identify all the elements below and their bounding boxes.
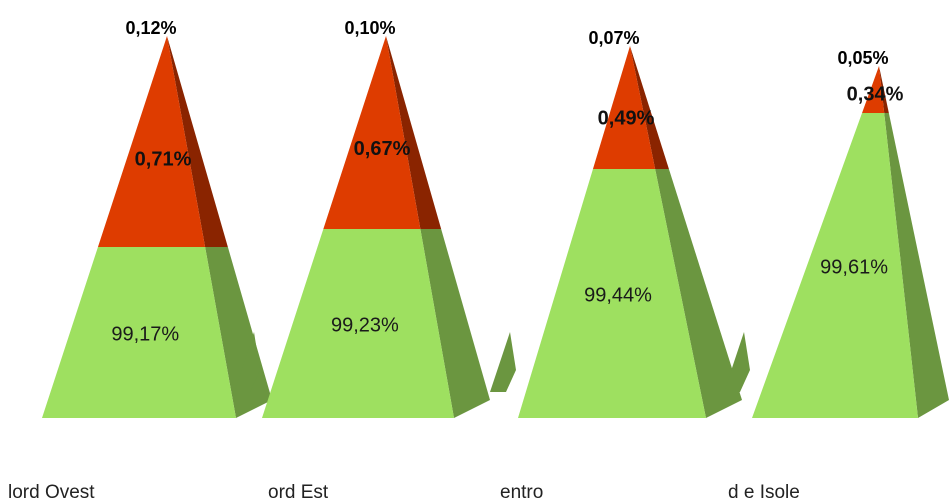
pyramid-1: 99,17% 0,71% 0,12%	[42, 18, 272, 418]
red-side-face	[879, 66, 889, 113]
green-value-label: 99,17%	[111, 324, 179, 346]
red-value-label: 0,49%	[598, 107, 655, 129]
green-segment	[262, 229, 454, 418]
green-value-label: 99,23%	[331, 315, 399, 337]
green-side-face	[420, 229, 490, 418]
shadow-notch	[724, 332, 750, 392]
pyramid-2: 99,23% 0,67% 0,10%	[234, 18, 490, 418]
pyramids-group: 99,17% 0,71% 0,12% 99,23% 0,67% 0,10% 99,44% 0,…	[42, 18, 949, 418]
category-label: ord Est	[268, 482, 329, 502]
top-value-label: 0,10%	[344, 18, 395, 38]
green-segment	[42, 247, 236, 418]
pyramid-4: 99,61% 0,34% 0,05%	[724, 48, 949, 418]
red-side-face	[386, 36, 442, 229]
green-value-label: 99,44%	[584, 285, 652, 307]
green-segment	[752, 113, 918, 418]
green-value-label: 99,61%	[820, 257, 888, 279]
red-side-face	[167, 36, 228, 247]
top-value-label: 0,05%	[837, 48, 888, 68]
category-label: lord Ovest	[8, 482, 95, 502]
top-value-label: 0,12%	[125, 18, 176, 38]
pyramid-3: 99,44% 0,49% 0,07%	[490, 28, 742, 418]
category-label: entro	[500, 482, 543, 502]
red-segment	[592, 46, 656, 169]
category-label: d e Isole	[728, 482, 800, 502]
green-side-face	[655, 169, 742, 418]
red-segment	[323, 36, 421, 229]
red-value-label: 0,67%	[354, 138, 411, 160]
shadow-notch	[234, 332, 260, 392]
category-labels: lord Ovest ord Est entro d e Isole	[8, 482, 800, 502]
red-value-label: 0,34%	[847, 83, 904, 105]
red-segment	[862, 66, 885, 113]
red-side-face	[630, 46, 669, 169]
green-side-face	[884, 113, 949, 418]
shadow-notch	[490, 332, 516, 392]
green-segment	[518, 169, 706, 418]
red-value-label: 0,71%	[135, 148, 192, 170]
top-value-label: 0,07%	[588, 28, 639, 48]
red-segment	[97, 36, 206, 247]
